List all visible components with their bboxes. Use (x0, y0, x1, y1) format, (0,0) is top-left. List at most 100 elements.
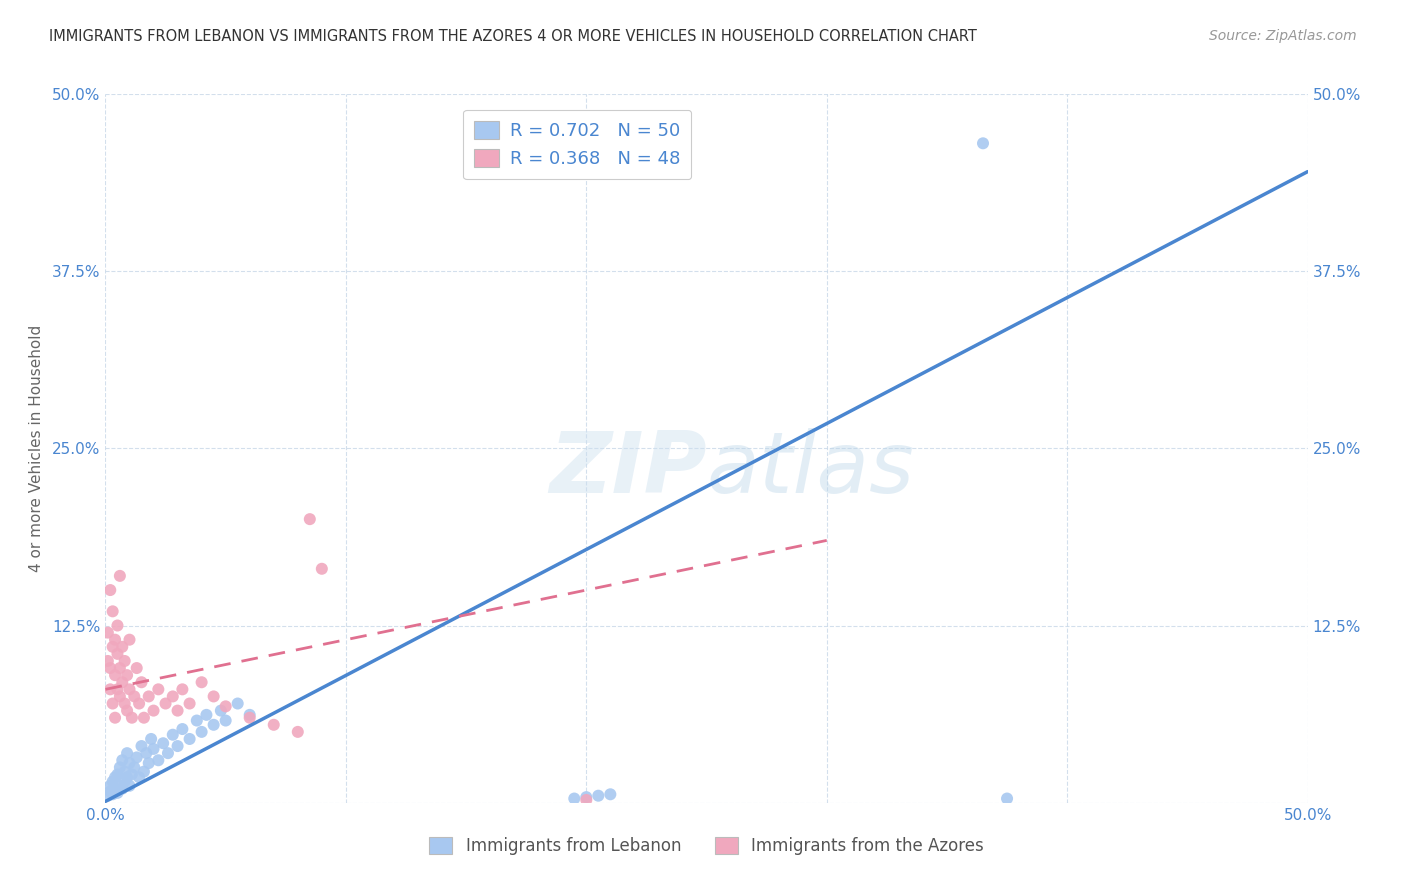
Point (118, 779, 141, 793)
Point (128, 697, 150, 711)
Point (179, 697, 201, 711)
Point (142, 742, 165, 756)
Point (98, 779, 121, 793)
Point (104, 668, 127, 682)
Point (562, 791, 585, 805)
Point (108, 690, 131, 704)
Point (287, 724, 309, 739)
Point (195, 707, 218, 722)
Point (107, 647, 129, 661)
Point (101, 774, 124, 789)
Point (138, 690, 160, 704)
Point (132, 764, 155, 779)
Point (190, 724, 212, 739)
Point (214, 699, 236, 714)
Point (239, 707, 262, 722)
Point (97, 789, 120, 803)
Point (98, 784, 121, 798)
Point (121, 711, 143, 725)
Point (111, 640, 134, 654)
Point (599, 787, 621, 801)
Point (118, 682, 141, 697)
Point (190, 675, 212, 690)
Point (148, 753, 170, 767)
Point (166, 739, 188, 753)
Point (107, 767, 129, 781)
Point (108, 569, 131, 583)
Point (98, 583, 121, 598)
Text: IMMIGRANTS FROM LEBANON VS IMMIGRANTS FROM THE AZORES 4 OR MORE VEHICLES IN HOUS: IMMIGRANTS FROM LEBANON VS IMMIGRANTS FR… (49, 29, 977, 44)
Point (111, 675, 134, 690)
Point (115, 770, 138, 784)
Point (108, 760, 131, 774)
Point (121, 767, 143, 781)
Point (128, 770, 150, 784)
Point (588, 789, 610, 803)
Point (118, 756, 141, 770)
Point (101, 787, 124, 801)
Text: atlas: atlas (707, 428, 914, 511)
Point (114, 774, 136, 789)
Point (214, 714, 236, 728)
Point (111, 781, 134, 796)
Point (101, 604, 124, 618)
Point (139, 731, 162, 746)
Point (108, 661, 131, 675)
Point (172, 722, 194, 736)
Point (209, 704, 232, 718)
Point (115, 746, 138, 760)
Point (111, 753, 134, 767)
Y-axis label: 4 or more Vehicles in Household: 4 or more Vehicles in Household (28, 325, 44, 572)
Point (311, 562, 333, 576)
Point (98, 661, 121, 675)
Point (179, 731, 201, 746)
Point (104, 770, 127, 784)
Point (166, 704, 188, 718)
Point (97, 625, 120, 640)
Point (972, 136, 994, 151)
Point (115, 704, 138, 718)
Point (125, 750, 148, 764)
Point (115, 668, 138, 682)
Point (97, 654, 120, 668)
Point (114, 697, 136, 711)
Point (101, 697, 124, 711)
Point (107, 786, 129, 800)
Point (142, 704, 165, 718)
Point (298, 512, 321, 526)
Point (138, 756, 160, 770)
Point (575, 793, 598, 807)
Point (135, 746, 157, 760)
Point (131, 739, 153, 753)
Point (162, 728, 184, 742)
Point (104, 632, 127, 647)
Point (114, 764, 136, 779)
Point (114, 654, 136, 668)
Point (172, 682, 194, 697)
Point (107, 618, 129, 632)
Point (124, 690, 146, 704)
Point (118, 632, 141, 647)
Point (148, 682, 170, 697)
Point (152, 736, 174, 750)
Point (162, 690, 184, 704)
Legend: Immigrants from Lebanon, Immigrants from the Azores: Immigrants from Lebanon, Immigrants from… (422, 830, 991, 862)
Point (575, 790, 598, 805)
Point (186, 714, 208, 728)
Point (226, 697, 249, 711)
Point (125, 661, 148, 675)
Point (124, 760, 146, 774)
Point (156, 746, 179, 760)
Point (132, 711, 155, 725)
Point (995, 791, 1018, 805)
Point (108, 779, 131, 793)
Point (131, 675, 153, 690)
Point (104, 711, 127, 725)
Point (202, 718, 225, 732)
Text: ZIP: ZIP (548, 428, 707, 511)
Text: Source: ZipAtlas.com: Source: ZipAtlas.com (1209, 29, 1357, 43)
Point (107, 682, 129, 697)
Point (239, 711, 262, 725)
Point (98, 682, 121, 697)
Point (202, 690, 225, 704)
